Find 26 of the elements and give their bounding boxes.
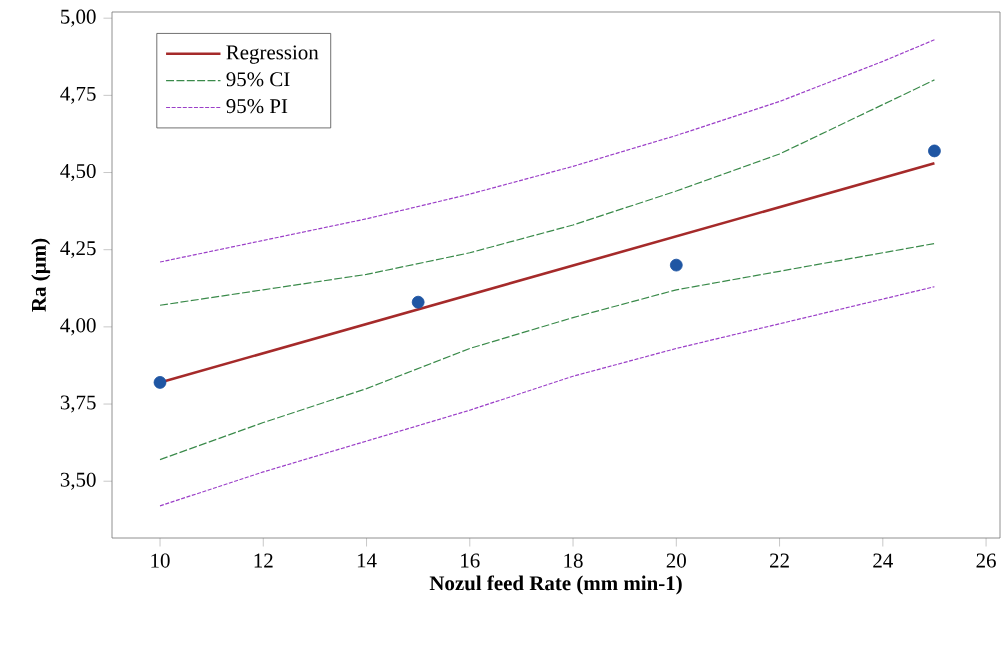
- y-axis-title: Ra (µm): [31, 238, 51, 312]
- x-tick-label: 26: [976, 553, 996, 568]
- legend-label: 95% PI: [226, 99, 288, 114]
- x-tick-label: 22: [770, 553, 789, 568]
- x-tick-label: 18: [564, 553, 583, 568]
- y-tick-label: 4,75: [60, 86, 96, 104]
- point: [669, 258, 683, 272]
- x-tick-label: 12: [254, 553, 273, 568]
- y-tick-label: 4,00: [60, 318, 96, 336]
- x-tick-label: 20: [666, 553, 686, 568]
- y-tick-label: 5,00: [61, 9, 96, 27]
- point: [928, 144, 941, 158]
- x-tick-label: 14: [357, 553, 377, 568]
- line-series: [159, 242, 936, 461]
- y-tick-label: 4,50: [60, 163, 96, 182]
- point: [411, 295, 425, 309]
- x-tick-label: 10: [151, 553, 170, 568]
- legend-label: 95% CI: [226, 72, 290, 87]
- x-axis-title: Nozul feed Rate (mm min-1): [429, 575, 682, 595]
- y-tick-label: 3,50: [60, 472, 96, 490]
- x-tick-label: 16: [461, 553, 480, 568]
- legend-label: Regression: [226, 45, 319, 64]
- y-tick-label: 4,25: [60, 241, 96, 259]
- point: [153, 376, 167, 389]
- y-tick-label: 3,75: [60, 395, 96, 413]
- x-tick-label: 24: [873, 553, 893, 568]
